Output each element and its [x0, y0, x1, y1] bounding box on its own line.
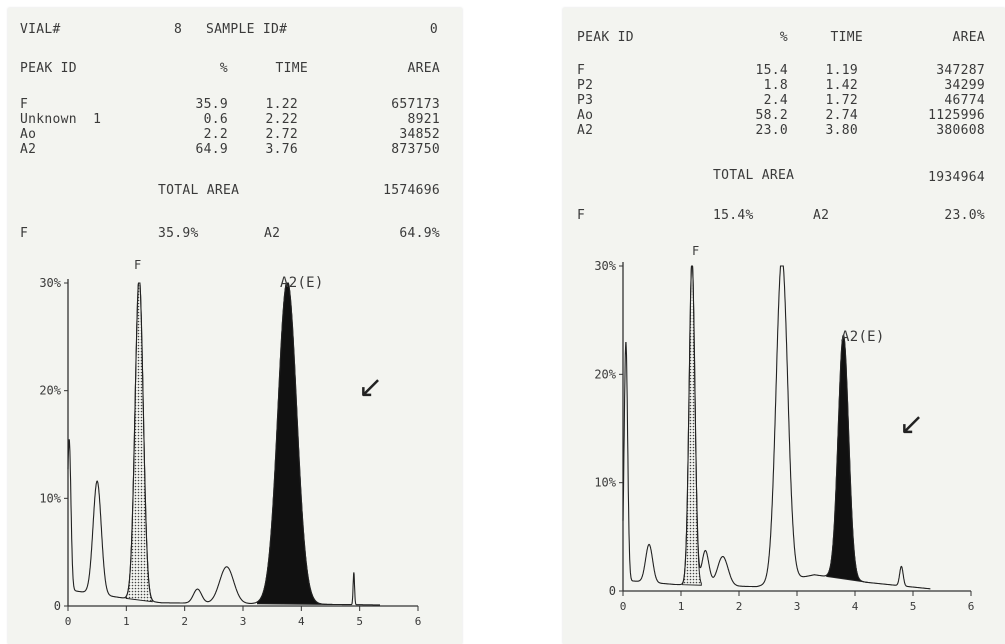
- peak-id: Unknown 1: [20, 112, 102, 127]
- x-tick-label: 3: [794, 600, 801, 613]
- peak-area: 34852: [399, 127, 440, 142]
- x-tick-label: 0: [65, 615, 72, 628]
- summary-f-value: 35.9%: [158, 226, 199, 241]
- total-area-label: TOTAL AREA: [158, 183, 240, 198]
- y-tick-label: 20%: [594, 367, 616, 381]
- peak-f: [682, 265, 702, 586]
- peak-id: F: [20, 97, 29, 112]
- peak-time: 1.72: [825, 93, 858, 108]
- x-tick-label: 2: [181, 615, 188, 628]
- x-tick-label: 1: [678, 600, 685, 613]
- peak-area: 46774: [944, 93, 985, 108]
- sample-id-label: SAMPLE ID#: [206, 22, 288, 37]
- peak-id: P3: [577, 93, 594, 108]
- x-tick-label: 0: [620, 600, 627, 613]
- chromatogram-report-right: PEAK ID % TIME AREA F 15.4 1.19 347287 P…: [563, 8, 1005, 644]
- peak-percent: 0.6: [203, 112, 228, 127]
- summary-f-label: F: [20, 226, 29, 241]
- peak-time: 2.74: [825, 108, 858, 123]
- vial-value: 8: [174, 22, 183, 37]
- peak-id: F: [577, 63, 586, 78]
- peak-time: 1.42: [825, 78, 858, 93]
- peak-label-f: F: [692, 244, 700, 258]
- chromatogram-right: 0 1 2 3 4 5 6 0 10% 20% 30%: [594, 259, 975, 613]
- y-tick-label: 0: [609, 584, 616, 598]
- y-tick-label: 20%: [39, 384, 61, 398]
- total-area-value: 1934964: [928, 170, 985, 185]
- col-percent: %: [219, 61, 228, 76]
- summary-a2-value: 23.0%: [944, 208, 985, 223]
- x-tick-label: 6: [968, 600, 975, 613]
- peak-area: 873750: [391, 142, 440, 157]
- col-percent: %: [779, 30, 788, 45]
- peak-percent: 2.2: [203, 127, 228, 142]
- peak-id: A2: [577, 123, 594, 138]
- summary-f-label: F: [577, 208, 586, 223]
- peak-id: P2: [577, 78, 594, 93]
- peak-id: Ao: [20, 127, 37, 142]
- x-tick-label: 1: [123, 615, 130, 628]
- summary-a2-value: 64.9%: [399, 226, 440, 241]
- chromatogram-report-left: VIAL# 8 SAMPLE ID# 0 PEAK ID % TIME AREA…: [8, 8, 462, 644]
- peak-label-a2: A2(E): [280, 275, 324, 291]
- peak-time: 1.22: [265, 97, 298, 112]
- col-peak-id: PEAK ID: [20, 61, 77, 76]
- peak-id: A2: [20, 142, 37, 157]
- peak-label-a2: A2(E): [841, 329, 885, 345]
- total-area-label: TOTAL AREA: [713, 168, 795, 183]
- chromatogram-trace: [67, 282, 380, 606]
- peak-time: 1.19: [825, 63, 858, 78]
- peak-label-f: F: [134, 258, 142, 272]
- peak-percent: 23.0: [755, 123, 788, 138]
- peak-f: [125, 282, 153, 603]
- summary-a2-label: A2: [264, 226, 281, 241]
- col-time: TIME: [275, 61, 308, 76]
- x-tick-label: 2: [736, 600, 743, 613]
- vial-label: VIAL#: [20, 22, 61, 37]
- peak-time: 3.76: [265, 142, 298, 157]
- summary-a2-label: A2: [813, 208, 830, 223]
- y-tick-label: 10%: [594, 476, 616, 490]
- x-tick-label: 4: [298, 615, 305, 628]
- peak-area: 8921: [407, 112, 440, 127]
- peak-percent: 58.2: [755, 108, 788, 123]
- sample-id-value: 0: [429, 22, 438, 37]
- x-tick-label: 3: [240, 615, 247, 628]
- peak-time: 3.80: [825, 123, 858, 138]
- chromatogram-trace: [622, 265, 931, 590]
- total-area-value: 1574696: [383, 183, 440, 198]
- col-area: AREA: [407, 61, 440, 76]
- y-tick-label: 10%: [39, 491, 61, 505]
- peak-percent: 15.4: [755, 63, 788, 78]
- peak-time: 2.72: [265, 127, 298, 142]
- peak-id: Ao: [577, 108, 594, 123]
- peak-area: 657173: [391, 97, 440, 112]
- peak-percent: 35.9: [195, 97, 228, 112]
- y-tick-label: 30%: [39, 276, 61, 290]
- peak-percent: 64.9: [195, 142, 228, 157]
- peak-percent: 1.8: [763, 78, 788, 93]
- peak-percent: 2.4: [763, 93, 788, 108]
- chromatogram-left: 0 1 2 3 4 5 6 0 10% 20% 30%: [39, 276, 422, 628]
- peak-area: 1125996: [928, 108, 985, 123]
- x-tick-label: 5: [356, 615, 363, 628]
- arrow-annotation: ↙: [358, 370, 384, 405]
- y-tick-label: 0: [54, 599, 61, 613]
- peak-area: 347287: [936, 63, 985, 78]
- col-time: TIME: [830, 30, 863, 45]
- y-tick-label: 30%: [594, 259, 616, 273]
- x-tick-label: 6: [415, 615, 422, 628]
- x-tick-label: 4: [852, 600, 859, 613]
- summary-f-value: 15.4%: [713, 208, 754, 223]
- peak-time: 2.22: [265, 112, 298, 127]
- arrow-annotation: ↙: [899, 407, 925, 442]
- col-area: AREA: [952, 30, 985, 45]
- col-peak-id: PEAK ID: [577, 30, 634, 45]
- x-tick-label: 5: [910, 600, 917, 613]
- peak-area: 34299: [944, 78, 985, 93]
- peak-area: 380608: [936, 123, 985, 138]
